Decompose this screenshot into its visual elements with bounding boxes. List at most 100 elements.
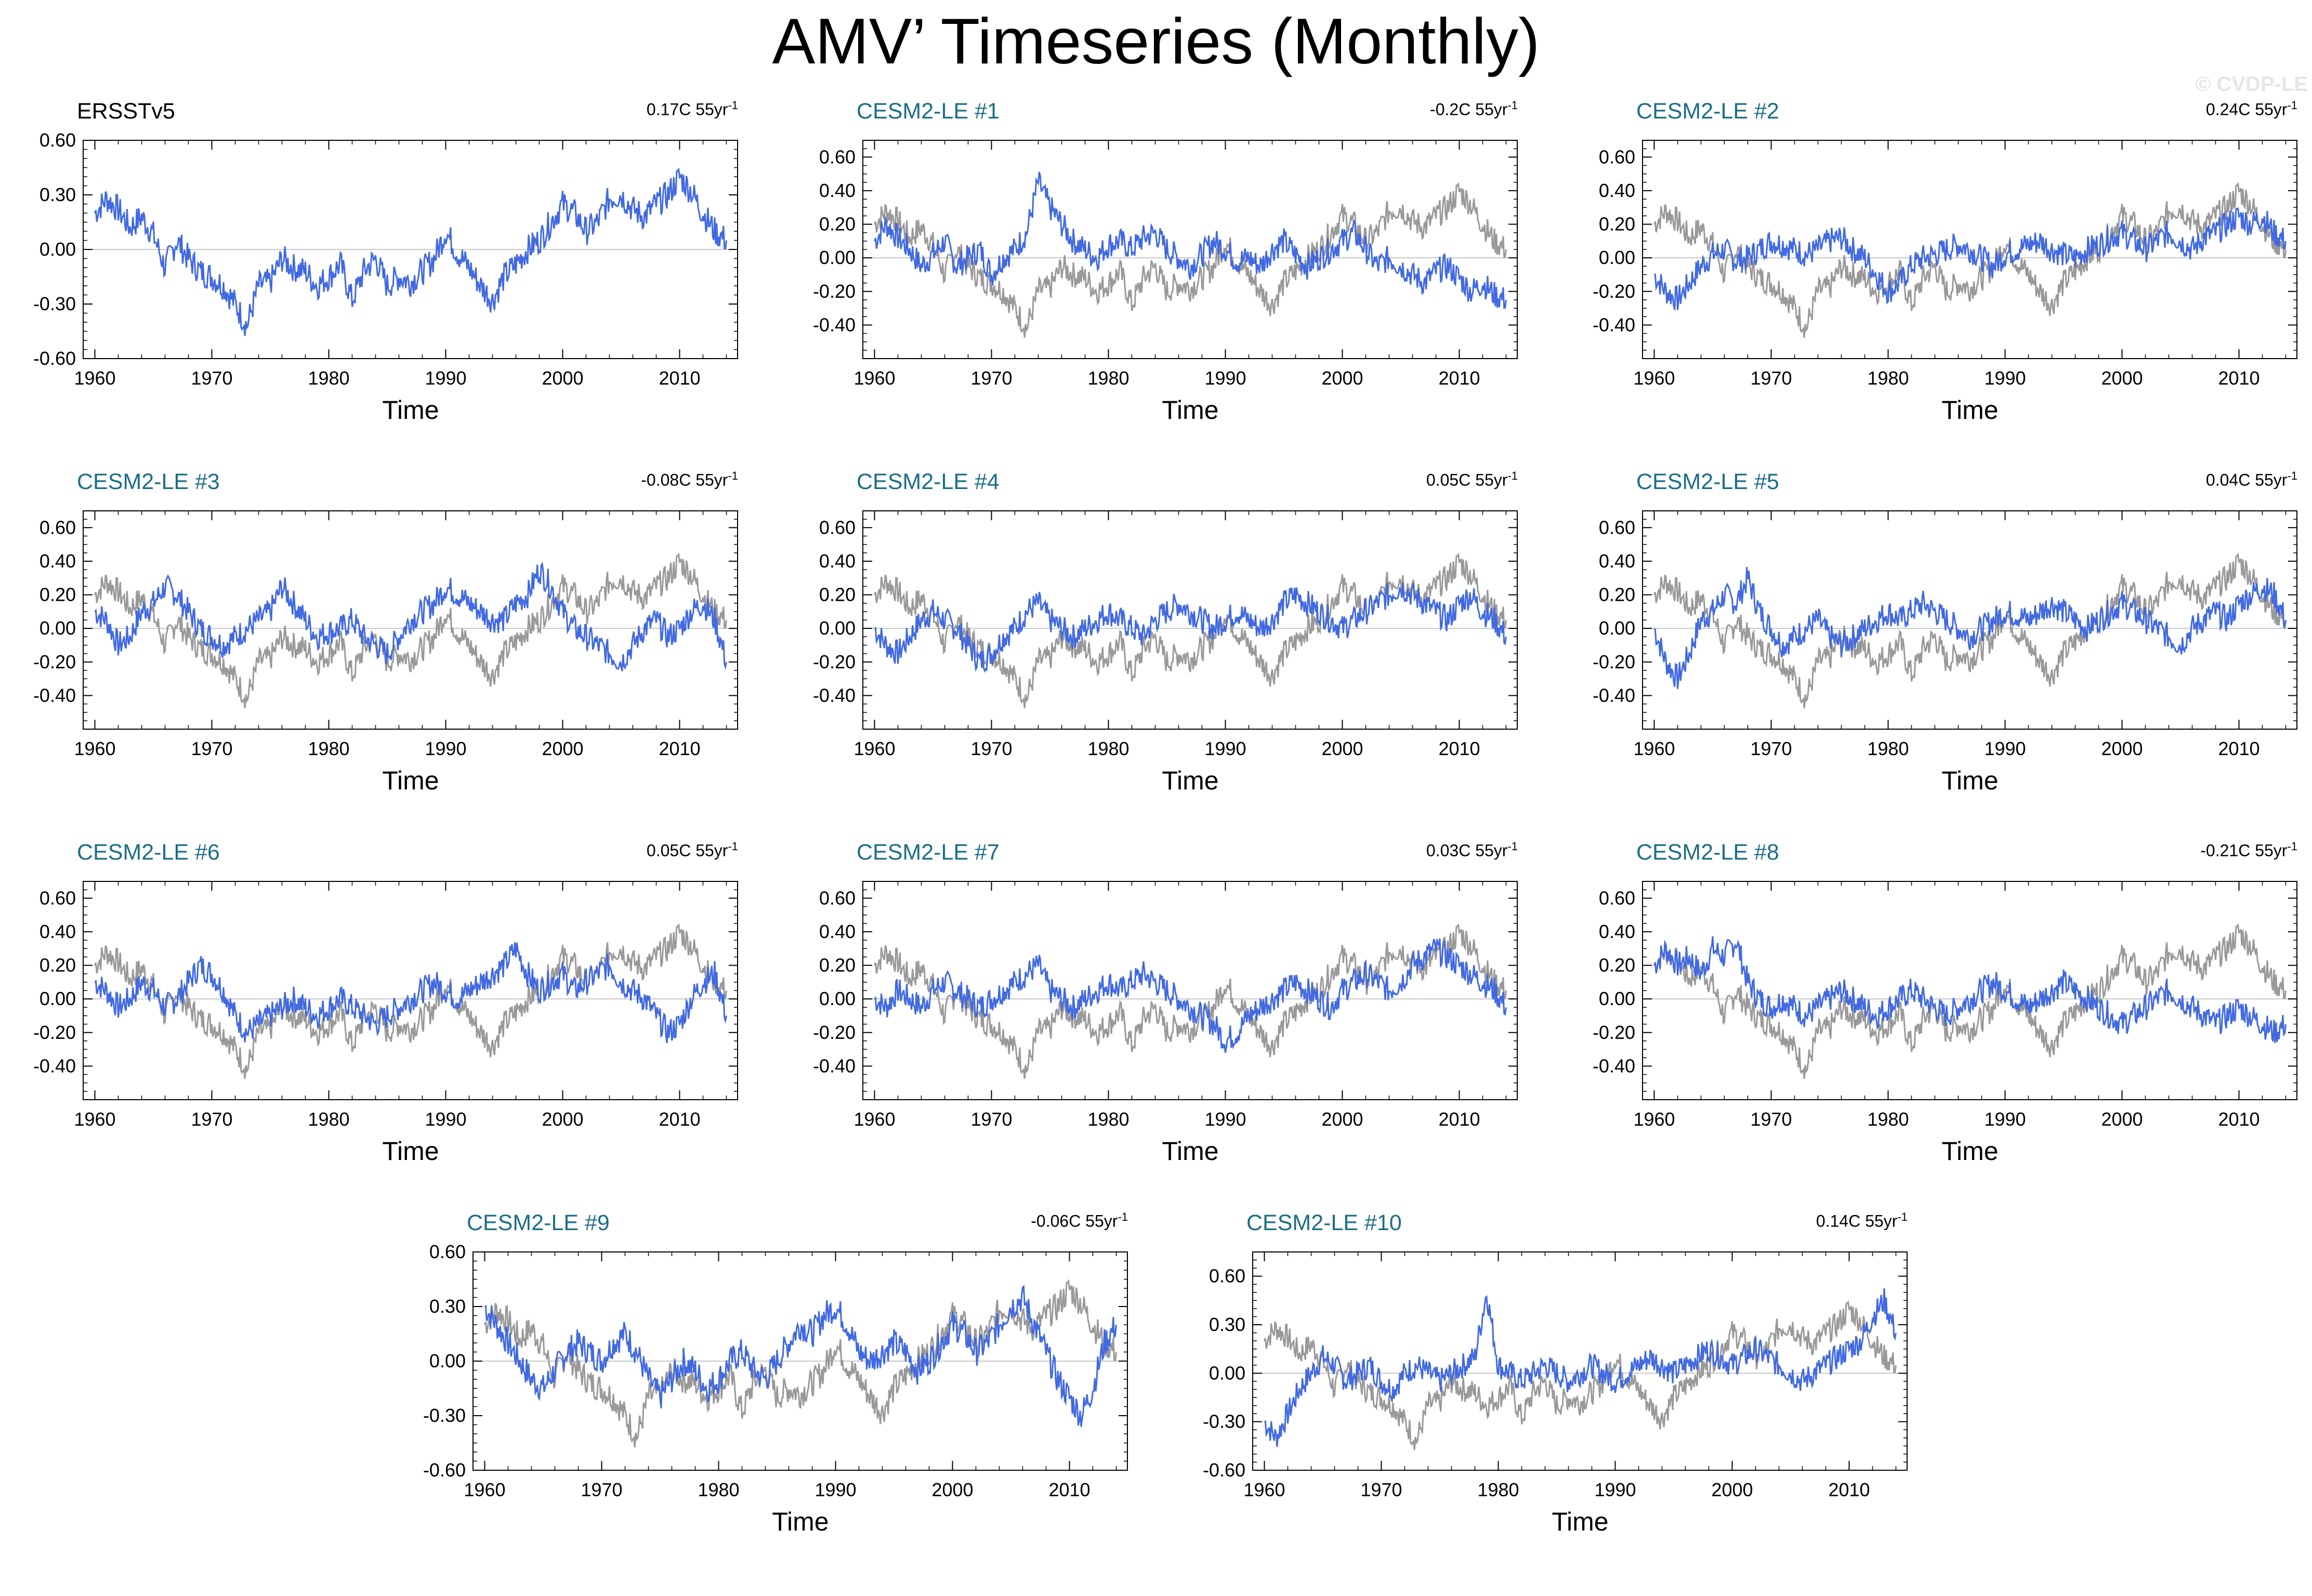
x-tick-label: 1970 [1750, 738, 1792, 759]
x-tick-label: 1980 [1087, 1109, 1129, 1130]
x-tick-label: 2000 [542, 1109, 583, 1130]
y-tick-label: -0.60 [33, 348, 76, 369]
x-tick-label: 1990 [1984, 738, 2026, 759]
panel-title: CESM2-LE #4 [857, 469, 1000, 494]
trend-label: 0.17C 55yr-1 [647, 99, 738, 120]
y-tick-label: -0.40 [33, 684, 76, 706]
x-tick-label: 1990 [1984, 367, 2026, 389]
reference-series-line [94, 552, 727, 708]
series-line [94, 561, 727, 671]
x-tick-label: 2010 [1048, 1479, 1090, 1500]
x-axis-title: Time [772, 1507, 829, 1536]
plot-frame [83, 140, 738, 359]
series-line [1653, 936, 2287, 1044]
y-tick-label: 0.30 [40, 184, 76, 205]
y-tick-label: 0.60 [429, 1242, 466, 1262]
y-tick-label: 0.40 [819, 550, 856, 572]
panel-title: CESM2-LE #7 [857, 840, 1000, 865]
y-tick-label: 0.00 [819, 988, 856, 1009]
trend-unit-exponent: -1 [728, 840, 738, 853]
x-tick-label: 1970 [970, 1109, 1012, 1130]
y-tick-label: 0.20 [1599, 955, 1635, 976]
x-tick-label: 1970 [1750, 1109, 1792, 1130]
chart-svg: 1960 1970 1980 1990 2000 2010 -0.40 -0.20 0.00 0.… [813, 140, 1518, 389]
reference-series-line [94, 923, 727, 1079]
x-tick-label: 1970 [581, 1479, 622, 1500]
series-line [874, 172, 1507, 309]
trend-value: 0.04C 55yr [2205, 470, 2288, 490]
x-tick-label: 1960 [1633, 367, 1675, 389]
trend-unit-exponent: -1 [1507, 469, 1518, 482]
y-tick-label: 0.60 [40, 130, 76, 151]
x-tick-label: 2000 [2101, 1109, 2143, 1130]
y-tick-label: 0.40 [40, 921, 76, 942]
series-line [484, 1285, 1117, 1427]
y-tick-label: -0.60 [1203, 1459, 1245, 1481]
x-axis-title: Time [1941, 395, 1999, 425]
chart-svg: 1960 1970 1980 1990 2000 2010 -0.60 -0.30 0.00 0.… [1203, 1251, 1908, 1500]
chart-panel-2: CESM2-LE #2 0.24C 55yr-1 1960 1970 1980 1990 2… [1559, 88, 2297, 452]
chart-panel-3: CESM2-LE #3 -0.08C 55yr-1 1960 1970 1980 1990… [0, 459, 738, 823]
trend-unit-exponent: -1 [728, 469, 738, 482]
trend-value: -0.21C 55yr [2200, 841, 2288, 860]
x-axis-title: Time [1162, 766, 1219, 795]
x-tick-label: 2000 [542, 738, 583, 759]
x-tick-label: 1960 [1633, 1109, 1675, 1130]
trend-label: -0.2C 55yr-1 [1430, 99, 1518, 120]
chart-svg: 1960 1970 1980 1990 2000 2010 -0.60 -0.30 0.00 0.… [33, 130, 738, 389]
trend-value: 0.14C 55yr [1816, 1211, 1898, 1231]
chart-svg: 1960 1970 1980 1990 2000 2010 -0.40 -0.20 0.00 0.… [1593, 510, 2297, 759]
trend-label: 0.03C 55yr-1 [1426, 840, 1518, 861]
chart-svg: 1960 1970 1980 1990 2000 2010 -0.40 -0.20 0.00 0.… [33, 510, 738, 759]
x-axis-title: Time [1941, 1137, 1999, 1166]
x-tick-label: 1970 [1750, 367, 1792, 389]
x-tick-label: 1960 [464, 1479, 505, 1500]
y-tick-label: -0.20 [1593, 1022, 1635, 1043]
series-line [1653, 207, 2287, 310]
x-tick-label: 1960 [853, 367, 895, 389]
x-tick-label: 1980 [308, 1109, 349, 1130]
y-tick-label: 0.60 [819, 517, 856, 538]
x-axis-title: Time [1552, 1507, 1609, 1536]
y-tick-label: 0.40 [1599, 921, 1635, 942]
chart-svg: 1960 1970 1980 1990 2000 2010 -0.40 -0.20 0.00 0.… [813, 881, 1518, 1130]
chart-svg: 1960 1970 1980 1990 2000 2010 -0.40 -0.20 0.00 0.… [33, 881, 738, 1130]
plot-frame [472, 1251, 1128, 1471]
y-tick-label: 0.00 [40, 988, 76, 1009]
x-tick-label: 1990 [815, 1479, 856, 1500]
y-tick-label: -0.40 [1593, 684, 1635, 706]
y-tick-label: -0.20 [1593, 281, 1635, 302]
trend-label: -0.08C 55yr-1 [641, 469, 738, 490]
trend-unit-exponent: -1 [2287, 469, 2297, 482]
x-tick-label: 1970 [970, 367, 1012, 389]
plot-frame [1642, 510, 2297, 730]
x-tick-label: 2000 [542, 367, 583, 389]
series-line [94, 942, 727, 1044]
x-tick-label: 1980 [1087, 738, 1129, 759]
trend-label: 0.04C 55yr-1 [2206, 469, 2297, 490]
x-tick-label: 1960 [74, 1109, 115, 1130]
chart-panel-8: CESM2-LE #8 -0.21C 55yr-1 1960 1970 1980 1990… [1559, 829, 2297, 1193]
y-tick-label: 0.20 [40, 584, 76, 605]
x-tick-label: 2010 [1438, 367, 1480, 389]
x-tick-label: 1980 [1087, 367, 1129, 389]
chart-panel-1: CESM2-LE #1 -0.2C 55yr-1 1960 1970 1980 1990 2… [780, 88, 1518, 452]
x-tick-label: 2010 [2218, 367, 2260, 389]
reference-series-line [1653, 182, 2287, 338]
panel-title: CESM2-LE #1 [857, 99, 1000, 124]
y-tick-label: 0.40 [1599, 550, 1635, 572]
x-axis-title: Time [1162, 1137, 1219, 1166]
y-tick-label: 0.40 [819, 921, 856, 942]
x-tick-label: 1980 [308, 738, 349, 759]
y-tick-label: 0.60 [40, 887, 76, 908]
panel-title: CESM2-LE #8 [1636, 840, 1779, 865]
series-line [1264, 1288, 1897, 1447]
trend-unit-exponent: -1 [1897, 1210, 1908, 1223]
x-tick-label: 1990 [1204, 1109, 1246, 1130]
x-tick-label: 1970 [191, 367, 232, 389]
reference-series-line [874, 182, 1507, 338]
trend-value: 0.05C 55yr [646, 841, 728, 860]
y-tick-label: 0.40 [819, 180, 856, 201]
x-tick-label: 1990 [1984, 1109, 2026, 1130]
trend-unit-exponent: -1 [1507, 840, 1518, 853]
